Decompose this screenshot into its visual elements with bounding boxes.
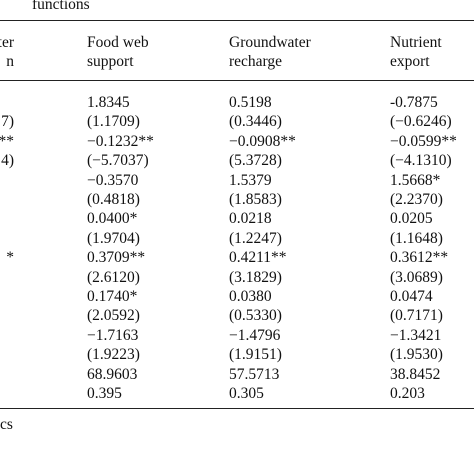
table-cell: (−0.6246) <box>390 113 452 131</box>
table-cell: −0.3570 <box>87 171 139 189</box>
table-cell: 0.203 <box>390 385 425 402</box>
table-cell: (3.0689) <box>390 268 443 286</box>
table-cell: (2.2370) <box>390 191 443 208</box>
table-cell: (1.9530) <box>390 346 443 364</box>
header-col0-line1: ater <box>0 34 14 51</box>
table-cell: 0.0218 <box>229 210 272 228</box>
table-cell: (1.9704) <box>87 229 140 247</box>
table-cell: −1.7163 <box>87 326 139 344</box>
caption-fragment: functions <box>32 0 90 13</box>
table-cell: −1.4796 <box>229 326 281 344</box>
top-rule <box>0 20 474 21</box>
table-cell: 0.4211** <box>229 249 287 267</box>
table-cell: (2.6120) <box>87 268 140 286</box>
footer-fragment: cs <box>0 416 13 433</box>
table-cell: 0.0380 <box>229 288 272 305</box>
table-cell: −0.1232** <box>87 132 154 150</box>
table-cell: 1.5668* <box>390 171 441 189</box>
header-food-web-line2: support <box>87 53 134 70</box>
table-cell: (3.1829) <box>229 268 282 286</box>
table-cell: (2.0592) <box>87 307 140 325</box>
table-cell: (0.3446) <box>229 113 282 131</box>
table-cell: 0.0205 <box>390 210 433 228</box>
header-groundwater-line2: recharge <box>229 53 283 70</box>
table-cell: 0.0474 <box>390 288 433 305</box>
table-cell: (−5.7037) <box>87 152 149 170</box>
table-cell: (1.9223) <box>87 346 140 364</box>
header-col0-line2: n <box>6 53 14 70</box>
header-nutrient-line2: export <box>390 53 430 70</box>
table-cell: 4) <box>1 152 14 170</box>
table-cell: (1.1709) <box>87 113 140 131</box>
header-rule <box>0 80 474 81</box>
table-cell: (1.1648) <box>390 229 443 247</box>
table-cell: 57.5713 <box>229 365 280 383</box>
table-cell: 68.9603 <box>87 365 138 383</box>
table-cell: −0.0599** <box>390 132 457 150</box>
table-cell: 0.0400* <box>87 210 138 228</box>
table-cell: (−4.1310) <box>390 152 452 170</box>
table-cell: 38.8452 <box>390 365 441 383</box>
table-cell: 0.5198 <box>229 94 272 111</box>
table-cell: −0.0908** <box>229 132 296 150</box>
table-cell: 1.5379 <box>229 171 272 189</box>
table-cell: (0.4818) <box>87 191 140 208</box>
header-groundwater-line1: Groundwater <box>229 34 311 51</box>
header-nutrient-line1: Nutrient <box>390 34 442 51</box>
table-cell: (5.3728) <box>229 152 282 170</box>
table-cell: 0.3709** <box>87 249 146 267</box>
table-cell: * <box>6 249 14 267</box>
table-cell: (1.2247) <box>229 229 282 247</box>
table-cell: (0.7171) <box>390 307 443 325</box>
table-cell: 0.395 <box>87 385 122 402</box>
table-cell: (1.9151) <box>229 346 282 364</box>
table-cell: 0.3612** <box>390 249 449 267</box>
table-cell: ** <box>0 132 14 150</box>
table-cell: 7) <box>1 113 14 131</box>
table-cell: 0.305 <box>229 385 264 402</box>
header-food-web-line1: Food web <box>87 34 149 51</box>
bottom-rule <box>0 408 474 409</box>
table-cell: 1.8345 <box>87 94 130 111</box>
table-cell: (0.5330) <box>229 307 282 325</box>
table-cell: (1.8583) <box>229 191 282 208</box>
table-cell: −1.3421 <box>390 326 442 344</box>
table-cell: 0.1740* <box>87 288 138 305</box>
table-cell: -0.7875 <box>390 94 438 111</box>
